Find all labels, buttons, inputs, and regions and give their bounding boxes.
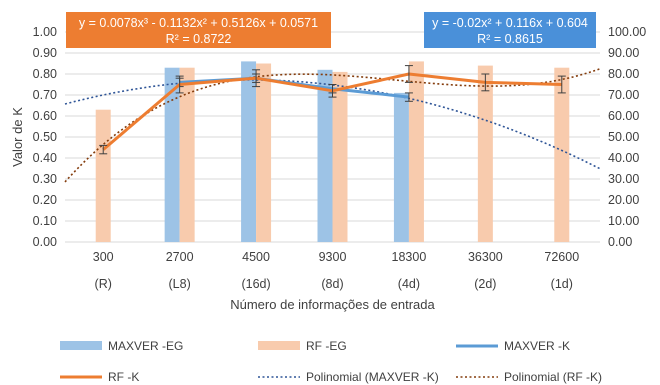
- equation-text: y = -0.02x² + 0.116x + 0.604: [432, 16, 588, 30]
- bar-RF-EG: [332, 71, 348, 243]
- left-tick-label: 0.90: [33, 46, 57, 60]
- bar-RF-EG: [95, 109, 111, 242]
- x-tick-sublabel: (R): [95, 277, 112, 291]
- equation-box: [424, 12, 596, 48]
- left-tick-label: 0.50: [33, 130, 57, 144]
- legend-label: MAXVER -EG: [108, 339, 183, 353]
- trendlines: [64, 68, 601, 183]
- r-squared-text: R² = 0.8615: [477, 32, 543, 46]
- x-tick-sublabel: (L8): [169, 277, 191, 291]
- bar-MAXVER-EG: [393, 92, 409, 243]
- bar-RF-EG: [256, 63, 272, 242]
- bar-RF-EG: [179, 67, 195, 242]
- bar-RF-EG: [554, 67, 570, 242]
- left-tick-label: 0.20: [33, 193, 57, 207]
- legend-item: RF -EG: [258, 339, 347, 353]
- legend-label: RF -K: [108, 370, 139, 384]
- y-axis-title-left: Valor de K: [10, 107, 25, 167]
- bar-RF-EG: [408, 61, 424, 243]
- legend-item: MAXVER -K: [456, 339, 570, 353]
- right-tick-label: 100.00: [608, 25, 646, 39]
- equation-box: [66, 12, 331, 48]
- x-tick-label: 300: [93, 250, 114, 264]
- legend-label: Polinomial (MAXVER -K): [306, 370, 439, 384]
- x-tick-label: 36300: [468, 250, 503, 264]
- left-tick-label: 0.60: [33, 109, 57, 123]
- legend-label: RF -EG: [306, 339, 347, 353]
- x-tick-label: 2700: [166, 250, 194, 264]
- right-tick-label: 90.00: [608, 46, 639, 60]
- right-tick-label: 0.00: [608, 235, 632, 249]
- right-tick-label: 70.00: [608, 88, 639, 102]
- left-tick-label: 0.30: [33, 172, 57, 186]
- legend-item: MAXVER -EG: [60, 339, 183, 353]
- trendline-PolinomialMAXVERK: [64, 79, 601, 170]
- trendline-PolinomialRFK: [64, 68, 601, 183]
- legend-item: RF -K: [60, 370, 139, 384]
- legend-swatch: [60, 341, 102, 350]
- left-tick-label: 0.00: [33, 235, 57, 249]
- right-tick-label: 30.00: [608, 172, 639, 186]
- right-tick-label: 20.00: [608, 193, 639, 207]
- bar-MAXVER-EG: [164, 67, 180, 242]
- x-tick-sublabel: (1d): [551, 277, 573, 291]
- r-squared-text: R² = 0.8722: [166, 32, 232, 46]
- legend-label: Polinomial (RF -K): [504, 370, 602, 384]
- x-tick-label: 72600: [544, 250, 579, 264]
- left-tick-label: 0.80: [33, 67, 57, 81]
- x-tick-sublabel: (2d): [474, 277, 496, 291]
- x-axis-title: Número de informações de entrada: [230, 297, 435, 312]
- legend-item: Polinomial (MAXVER -K): [258, 370, 439, 384]
- right-tick-label: 60.00: [608, 109, 639, 123]
- legend-swatch: [258, 341, 300, 350]
- x-tick-sublabel: (8d): [321, 277, 343, 291]
- series-lines: [99, 65, 566, 155]
- left-tick-label: 0.10: [33, 214, 57, 228]
- right-tick-label: 80.00: [608, 67, 639, 81]
- left-tick-label: 0.40: [33, 151, 57, 165]
- equation-text: y = 0.0078x³ - 0.1132x² + 0.5126x + 0.05…: [79, 16, 318, 30]
- left-tick-label: 1.00: [33, 25, 57, 39]
- right-tick-label: 10.00: [608, 214, 639, 228]
- x-tick-label: 18300: [392, 250, 427, 264]
- right-tick-label: 50.00: [608, 130, 639, 144]
- axes: 0.00 0.10 0.20 0.30 0.40 0.50 0.60 0.70 0.80 0.90…: [10, 25, 660, 312]
- x-tick-label: 9300: [319, 250, 347, 264]
- bar-MAXVER-EG: [241, 61, 257, 243]
- legend-label: MAXVER -K: [504, 339, 570, 353]
- equation-boxes: y = 0.0078x³ - 0.1132x² + 0.5126x + 0.05…: [66, 12, 596, 48]
- bars: [95, 61, 570, 243]
- bar-MAXVER-EG: [317, 69, 333, 242]
- x-tick-label: 4500: [242, 250, 270, 264]
- legend: MAXVER -EG RF -EG MAXVER -K RF -K Polinomial…: [60, 339, 602, 384]
- bar-RF-EG: [477, 65, 493, 242]
- right-tick-label: 40.00: [608, 151, 639, 165]
- x-tick-sublabel: (4d): [398, 277, 420, 291]
- x-tick-sublabel: (16d): [241, 277, 270, 291]
- left-tick-label: 0.70: [33, 88, 57, 102]
- legend-item: Polinomial (RF -K): [456, 370, 602, 384]
